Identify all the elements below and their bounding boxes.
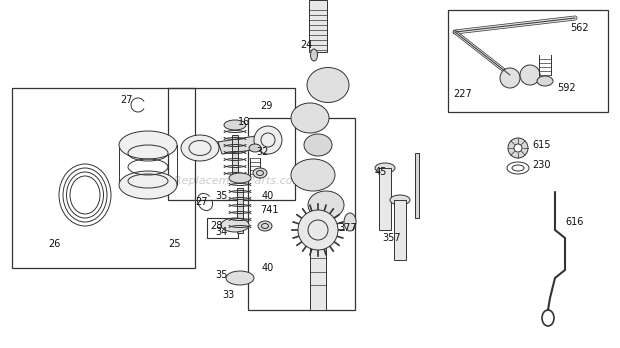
Text: 26: 26 [48,239,60,249]
Text: 592: 592 [557,83,575,93]
Text: 28: 28 [210,221,223,231]
Text: 29: 29 [260,101,272,111]
Ellipse shape [221,218,249,232]
Ellipse shape [253,168,267,178]
Ellipse shape [291,103,329,133]
Text: 615: 615 [532,140,551,150]
Text: 33: 33 [222,290,234,300]
Bar [168,88,295,200]
Bar [415,153,419,218]
Bar [248,118,355,310]
Ellipse shape [258,221,272,231]
Bar [207,218,238,238]
Ellipse shape [291,159,335,191]
Bar [448,10,608,112]
Text: 562: 562 [570,23,588,33]
Bar [309,0,327,52]
Ellipse shape [224,120,246,130]
Text: 741: 741 [260,205,278,215]
Text: 616: 616 [565,217,583,227]
Ellipse shape [181,135,219,161]
Ellipse shape [344,213,356,231]
Text: 35: 35 [215,270,228,280]
Text: 40: 40 [262,191,274,201]
Circle shape [298,210,338,250]
Text: 24: 24 [300,40,312,50]
Ellipse shape [249,144,261,152]
Text: 25: 25 [168,239,180,249]
Ellipse shape [390,195,410,205]
Bar [310,230,326,310]
Polygon shape [218,135,268,154]
Ellipse shape [308,191,344,219]
Ellipse shape [119,131,177,159]
Text: 230: 230 [532,160,551,170]
Circle shape [514,144,522,152]
Text: 27: 27 [195,197,208,207]
Ellipse shape [375,163,395,173]
Text: 34: 34 [215,227,228,237]
Ellipse shape [311,49,317,61]
Text: 377: 377 [338,223,356,233]
Ellipse shape [226,271,254,285]
Ellipse shape [537,76,553,86]
Ellipse shape [229,173,251,183]
Text: 45: 45 [375,167,388,177]
Circle shape [500,68,520,88]
Text: 40: 40 [262,263,274,273]
Text: 32: 32 [256,147,268,157]
Text: 35: 35 [215,191,228,201]
Text: 357: 357 [382,233,401,243]
Bar [394,200,406,260]
Text: eReplacementParts.com: eReplacementParts.com [167,176,304,186]
Bar [12,88,195,268]
Ellipse shape [307,68,349,103]
Bar [379,168,391,230]
Ellipse shape [254,126,282,154]
Bar [232,135,238,180]
Text: 227: 227 [453,89,472,99]
Circle shape [520,65,540,85]
Circle shape [508,138,528,158]
Ellipse shape [119,171,177,199]
Text: 16: 16 [237,117,250,127]
Ellipse shape [304,134,332,156]
Text: 27: 27 [120,95,133,105]
Bar [237,188,243,233]
